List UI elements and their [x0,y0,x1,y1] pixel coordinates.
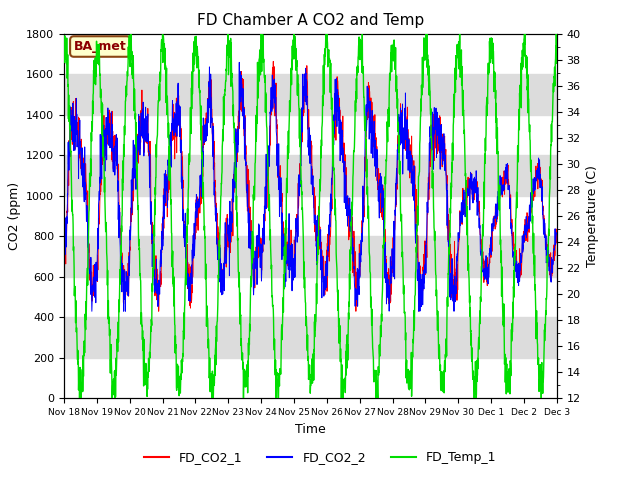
Title: FD Chamber A CO2 and Temp: FD Chamber A CO2 and Temp [196,13,424,28]
Bar [64,317,557,358]
Bar [64,236,557,277]
Text: BA_met: BA_met [74,40,127,53]
Y-axis label: Temperature (C): Temperature (C) [586,165,599,267]
Bar [64,74,557,115]
Legend: FD_CO2_1, FD_CO2_2, FD_Temp_1: FD_CO2_1, FD_CO2_2, FD_Temp_1 [139,446,501,469]
X-axis label: Time: Time [295,423,326,436]
Bar [64,155,557,196]
Y-axis label: CO2 (ppm): CO2 (ppm) [8,182,20,250]
